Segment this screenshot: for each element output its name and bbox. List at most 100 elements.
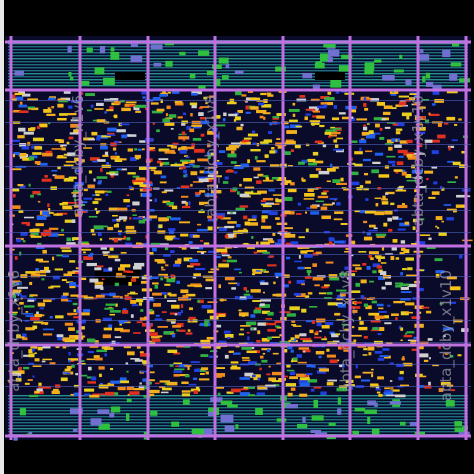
std-cell (64, 177, 74, 182)
std-cell (435, 270, 445, 274)
std-cell (132, 179, 139, 184)
std-cell (36, 311, 39, 315)
std-cell (73, 194, 77, 198)
std-cell (386, 155, 396, 158)
std-cell (198, 178, 209, 183)
std-cell (190, 171, 198, 176)
std-cell (206, 336, 217, 340)
v-rail (146, 36, 150, 440)
std-cell (316, 322, 322, 327)
std-cell (166, 105, 171, 110)
std-cell (18, 366, 22, 371)
std-cell (365, 305, 372, 310)
std-cell (145, 235, 148, 239)
std-cell (116, 272, 123, 276)
std-cell (414, 189, 418, 193)
io-cell (110, 51, 120, 60)
std-cell (372, 270, 377, 274)
std-cell (129, 105, 136, 107)
io-cell (310, 430, 322, 434)
std-cell (318, 170, 330, 175)
std-cell (25, 315, 35, 317)
h-strap (5, 100, 471, 101)
std-cell (239, 141, 251, 146)
std-cell (290, 337, 295, 341)
std-cell (174, 100, 183, 104)
io-cell (313, 399, 319, 408)
std-cell (224, 276, 235, 281)
std-cell (363, 348, 368, 351)
std-cell (294, 144, 301, 149)
std-cell (18, 110, 29, 114)
std-cell (415, 241, 426, 245)
std-cell (252, 130, 256, 134)
std-cell (144, 316, 148, 320)
io-cell (103, 77, 115, 86)
std-cell (262, 352, 266, 355)
std-cell (398, 155, 404, 158)
std-cell (398, 101, 407, 106)
std-cell (63, 164, 74, 167)
std-cell (71, 219, 76, 224)
std-cell (120, 264, 131, 268)
std-cell (311, 320, 316, 324)
std-cell (368, 255, 372, 259)
std-cell (158, 224, 163, 229)
io-cell (374, 402, 378, 407)
io-cell (189, 73, 196, 79)
std-cell (68, 176, 77, 180)
std-cell (214, 115, 221, 119)
std-cell (106, 134, 116, 136)
std-cell (73, 129, 80, 133)
std-cell (30, 231, 39, 236)
std-cell (16, 238, 21, 243)
std-cell (364, 107, 369, 111)
std-cell (109, 106, 114, 110)
std-cell (36, 215, 47, 220)
std-cell (109, 247, 114, 251)
io-cell (86, 47, 93, 53)
std-cell (140, 280, 149, 284)
std-cell (397, 149, 408, 154)
std-cell (314, 336, 322, 339)
std-cell (213, 255, 221, 259)
std-cell (222, 118, 226, 122)
std-cell (415, 185, 427, 188)
std-cell (191, 90, 202, 95)
std-cell (298, 236, 305, 239)
std-cell (400, 327, 404, 331)
io-cell (206, 70, 217, 76)
std-cell (62, 344, 67, 349)
std-cell (292, 102, 296, 106)
std-cell (194, 191, 200, 195)
std-cell (200, 106, 210, 108)
std-cell (42, 152, 53, 157)
std-cell (435, 225, 438, 228)
std-cell (234, 268, 241, 271)
std-cell (339, 364, 344, 368)
std-cell (154, 318, 163, 321)
h-strap (5, 342, 471, 343)
std-cell (15, 378, 22, 382)
std-cell (206, 179, 213, 182)
std-cell (214, 373, 226, 377)
std-cell (148, 393, 155, 397)
std-cell (48, 208, 51, 212)
std-cell (263, 139, 273, 143)
std-cell (123, 219, 127, 222)
std-cell (443, 122, 449, 125)
std-cell (139, 351, 144, 354)
std-cell (12, 194, 16, 198)
std-cell (94, 281, 104, 285)
io-cell (275, 66, 286, 72)
std-cell (59, 113, 68, 116)
std-cell (395, 131, 401, 135)
std-cell (428, 237, 432, 241)
std-cell (361, 131, 371, 136)
std-cell (446, 217, 454, 221)
h-strap (5, 232, 471, 233)
std-cell (323, 104, 328, 107)
std-cell (76, 330, 80, 334)
std-cell (371, 169, 379, 174)
std-cell (115, 303, 118, 307)
